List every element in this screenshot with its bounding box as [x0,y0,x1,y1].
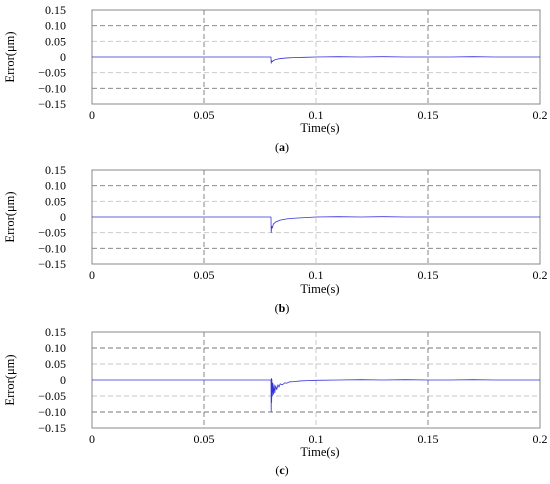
y-tick-label: −0.15 [38,257,66,271]
y-tick-label: 0 [60,210,66,224]
error-series-line [92,216,540,234]
x-axis-title: Time(s) [300,282,339,296]
x-tick-label: 0.15 [418,268,439,282]
y-axis-title: Error(μm) [3,191,17,242]
y-axis-title: Error(μm) [3,31,17,82]
y-tick-label: −0.15 [38,97,66,111]
y-tick-label: 0.15 [45,325,66,339]
panel-caption: (b) [275,301,290,315]
x-tick-label: 0.2 [533,108,548,122]
y-tick-label: −0.05 [38,226,66,240]
chart-panel-2: 0.150.100.050−0.05−0.10−0.150 0.05 0.1 0.15… [3,163,548,315]
x-tick-label: 0.2 [533,268,548,282]
y-tick-label: −0.15 [38,421,66,435]
y-tick-label: 0 [60,373,66,387]
x-axis-title: Time(s) [300,445,339,459]
y-tick-label: 0.10 [45,19,66,33]
chart-panel-1: 0.150.100.050−0.05−0.10−0.150 0.05 0.1 0.15… [3,3,548,154]
y-tick-label: 0.05 [45,194,66,208]
y-tick-label: 0 [60,50,66,64]
y-tick-label: 0.10 [45,179,66,193]
y-tick-label: −0.10 [38,405,66,419]
y-tick-label: −0.05 [38,66,66,80]
x-tick-label: 0.1 [309,268,324,282]
x-tick-label: 0 [89,432,95,446]
y-tick-label: 0.05 [45,34,66,48]
x-axis-title: Time(s) [300,121,339,135]
error-series-line [92,56,540,64]
y-tick-label: −0.10 [38,81,66,95]
x-tick-label: 0 [89,268,95,282]
x-tick-label: 0.05 [194,108,215,122]
x-tick-label: 0.15 [418,108,439,122]
x-tick-label: 0.05 [194,432,215,446]
x-tick-label: 0.1 [309,432,324,446]
y-tick-label: 0.15 [45,3,66,17]
x-tick-label: 0.1 [309,108,324,122]
chart-panel-3: 0.15 0.10 0.05 0 −0.05 −0.10 −0.15 0 0.05 0.1 0.15… [3,325,548,477]
x-tick-label: 0.15 [418,432,439,446]
x-tick-label: 0.2 [533,432,548,446]
panel-caption: (a) [275,140,289,154]
y-axis-title: Error(μm) [3,354,17,405]
y-tick-label: 0.15 [45,163,66,177]
y-tick-label: −0.10 [38,241,66,255]
y-tick-label: −0.05 [38,389,66,403]
y-tick-label: 0.10 [45,341,66,355]
error-series-line [92,377,540,413]
y-tick-label: 0.05 [45,357,66,371]
x-tick-label: 0 [89,108,95,122]
panel-caption: (c) [275,463,288,477]
x-tick-label: 0.05 [194,268,215,282]
